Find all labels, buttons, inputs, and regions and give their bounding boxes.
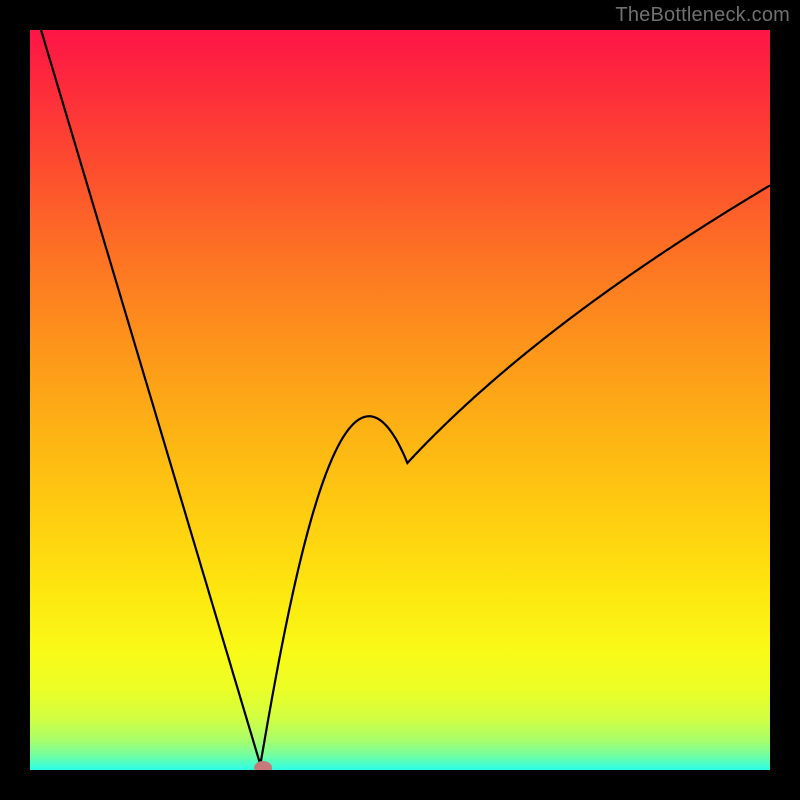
- watermark-text: TheBottleneck.com: [615, 4, 790, 27]
- chart-background-gradient: [30, 30, 770, 770]
- chart-plot-area: [30, 30, 770, 770]
